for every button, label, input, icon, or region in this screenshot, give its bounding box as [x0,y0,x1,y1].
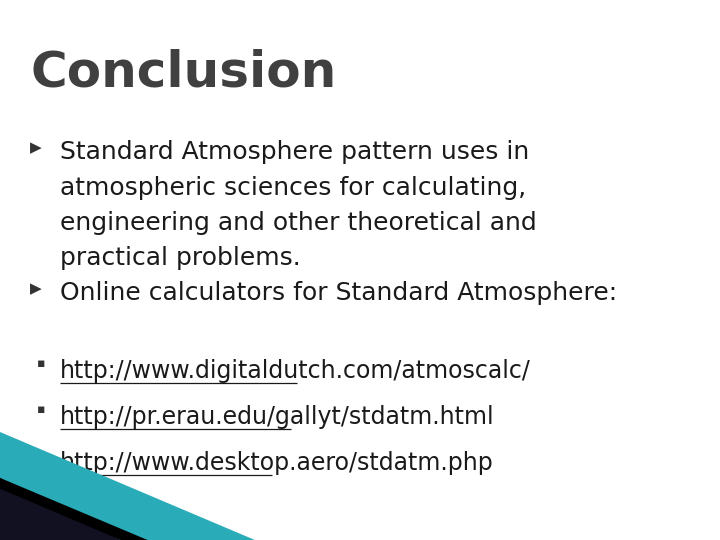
Text: Online calculators for Standard Atmosphere:: Online calculators for Standard Atmosphe… [60,281,618,305]
Text: Conclusion: Conclusion [30,49,336,97]
Text: atmospheric sciences for calculating,: atmospheric sciences for calculating, [60,176,526,199]
Text: Standard Atmosphere pattern uses in: Standard Atmosphere pattern uses in [60,140,530,164]
Polygon shape [0,478,148,540]
Polygon shape [0,478,148,540]
Text: ▪: ▪ [37,357,45,370]
Text: ▶: ▶ [30,281,42,296]
Text: http://pr.erau.edu/gallyt/stdatm.html: http://pr.erau.edu/gallyt/stdatm.html [60,405,495,429]
Text: practical problems.: practical problems. [60,246,301,269]
Text: engineering and other theoretical and: engineering and other theoretical and [60,211,537,234]
Text: ▪: ▪ [37,403,45,416]
Text: http://www.desktop.aero/stdatm.php: http://www.desktop.aero/stdatm.php [60,451,494,475]
Text: ▶: ▶ [30,140,42,156]
Polygon shape [0,432,255,540]
Text: http://www.digitaldutch.com/atmoscalc/: http://www.digitaldutch.com/atmoscalc/ [60,359,531,383]
Text: ▪: ▪ [37,449,45,462]
